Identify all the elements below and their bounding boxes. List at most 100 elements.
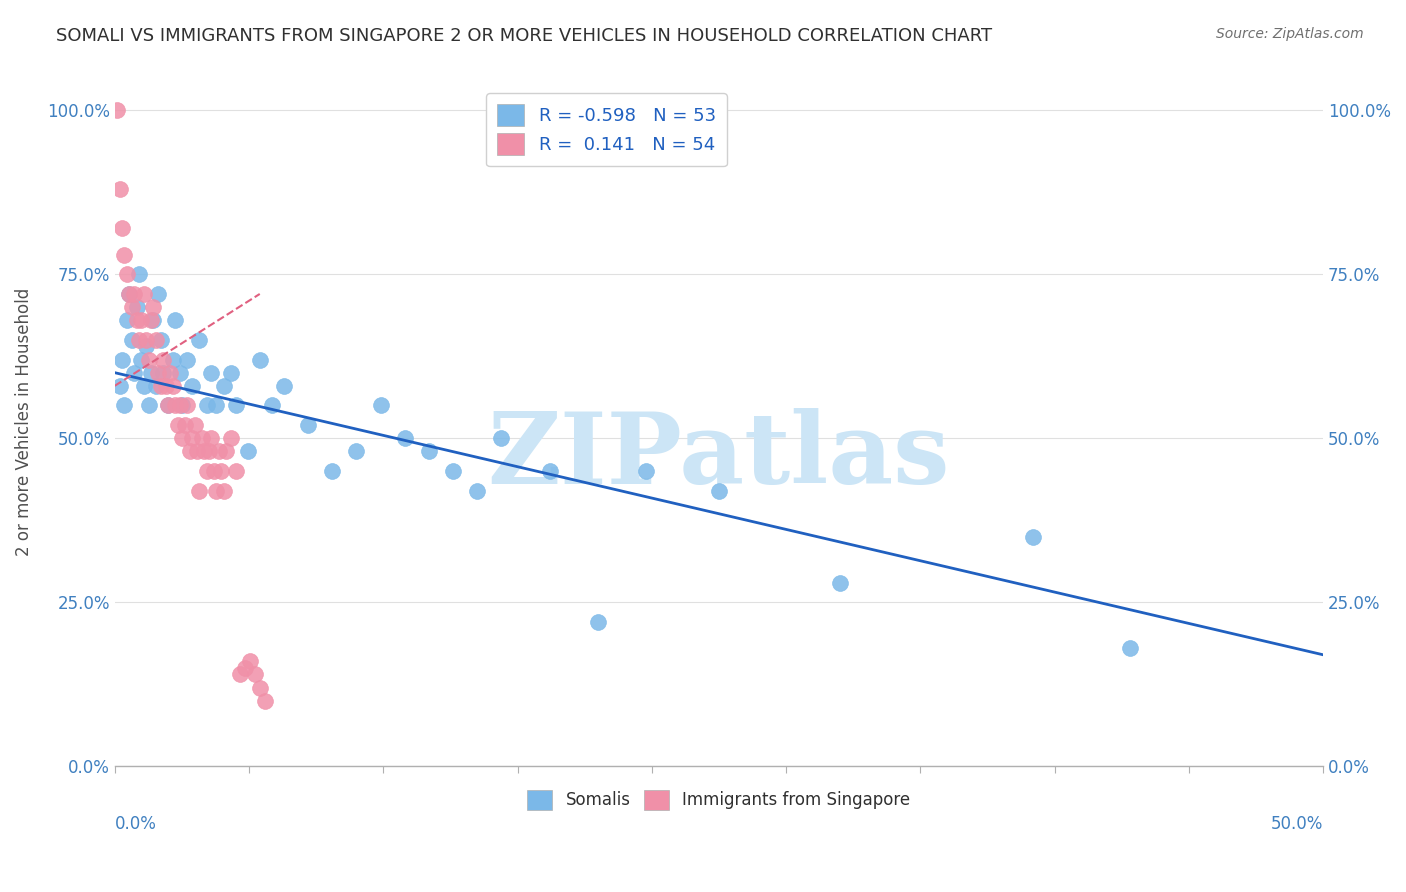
Point xyxy=(138,399,160,413)
Point xyxy=(212,379,235,393)
Point xyxy=(121,333,143,347)
Point xyxy=(193,444,215,458)
Point xyxy=(465,483,488,498)
Point xyxy=(172,399,194,413)
Point xyxy=(225,464,247,478)
Point xyxy=(138,352,160,367)
Point xyxy=(148,366,170,380)
Point xyxy=(111,221,134,235)
Point xyxy=(225,399,247,413)
Point xyxy=(115,267,138,281)
Point xyxy=(139,313,162,327)
Point xyxy=(1022,530,1045,544)
Legend: Somalis, Immigrants from Singapore: Somalis, Immigrants from Singapore xyxy=(517,780,921,820)
Point xyxy=(200,431,222,445)
Point xyxy=(205,483,228,498)
Point xyxy=(188,483,211,498)
Point xyxy=(253,694,276,708)
Point xyxy=(188,333,211,347)
Point xyxy=(321,464,343,478)
Point xyxy=(828,575,851,590)
Point xyxy=(118,287,141,301)
Point xyxy=(1119,641,1142,656)
Point xyxy=(239,654,262,668)
Text: Source: ZipAtlas.com: Source: ZipAtlas.com xyxy=(1216,27,1364,41)
Point xyxy=(441,464,464,478)
Point xyxy=(139,366,162,380)
Point xyxy=(297,418,319,433)
Point xyxy=(370,399,392,413)
Point xyxy=(236,444,259,458)
Point xyxy=(128,267,150,281)
Text: SOMALI VS IMMIGRANTS FROM SINGAPORE 2 OR MORE VEHICLES IN HOUSEHOLD CORRELATION : SOMALI VS IMMIGRANTS FROM SINGAPORE 2 OR… xyxy=(56,27,993,45)
Point xyxy=(131,313,153,327)
Point xyxy=(212,483,235,498)
Point xyxy=(108,182,131,196)
Point xyxy=(172,431,194,445)
Point xyxy=(112,247,135,261)
Point xyxy=(538,464,561,478)
Point xyxy=(131,352,153,367)
Point xyxy=(190,431,212,445)
Point xyxy=(249,681,271,695)
Point xyxy=(260,399,283,413)
Point xyxy=(128,333,150,347)
Point xyxy=(169,399,191,413)
Point xyxy=(195,464,218,478)
Point xyxy=(115,313,138,327)
Point xyxy=(125,300,148,314)
Point xyxy=(202,464,225,478)
Point xyxy=(181,431,204,445)
Text: ZIPatlas: ZIPatlas xyxy=(488,408,950,505)
Point xyxy=(162,352,184,367)
Point xyxy=(707,483,730,498)
Point xyxy=(181,379,204,393)
Point xyxy=(152,352,174,367)
Point xyxy=(111,352,134,367)
Point xyxy=(209,464,232,478)
Point xyxy=(105,103,128,118)
Point xyxy=(183,418,205,433)
Point xyxy=(215,444,238,458)
Point xyxy=(122,366,145,380)
Point xyxy=(145,333,167,347)
Point xyxy=(135,339,157,353)
Point xyxy=(186,444,208,458)
Point xyxy=(176,399,198,413)
Point xyxy=(491,431,513,445)
Point xyxy=(346,444,368,458)
Point xyxy=(219,366,242,380)
Point xyxy=(169,366,191,380)
Text: 50.0%: 50.0% xyxy=(1271,814,1323,832)
Point xyxy=(121,300,143,314)
Point xyxy=(145,379,167,393)
Point xyxy=(132,287,155,301)
Point xyxy=(179,444,201,458)
Point xyxy=(243,667,266,681)
Point xyxy=(159,366,181,380)
Point xyxy=(118,287,141,301)
Point xyxy=(135,333,157,347)
Point xyxy=(155,379,177,393)
Point xyxy=(273,379,295,393)
Point xyxy=(233,661,256,675)
Point xyxy=(418,444,440,458)
Point xyxy=(249,352,271,367)
Point xyxy=(142,313,165,327)
Point xyxy=(142,300,165,314)
Point xyxy=(125,313,148,327)
Point xyxy=(156,399,179,413)
Point xyxy=(586,615,609,629)
Y-axis label: 2 or more Vehicles in Household: 2 or more Vehicles in Household xyxy=(15,288,32,556)
Point xyxy=(208,444,231,458)
Point xyxy=(149,379,172,393)
Point xyxy=(394,431,416,445)
Point xyxy=(108,379,131,393)
Text: 0.0%: 0.0% xyxy=(115,814,156,832)
Point xyxy=(132,379,155,393)
Point xyxy=(173,418,195,433)
Point xyxy=(165,313,187,327)
Point xyxy=(148,287,170,301)
Point xyxy=(229,667,252,681)
Point xyxy=(122,287,145,301)
